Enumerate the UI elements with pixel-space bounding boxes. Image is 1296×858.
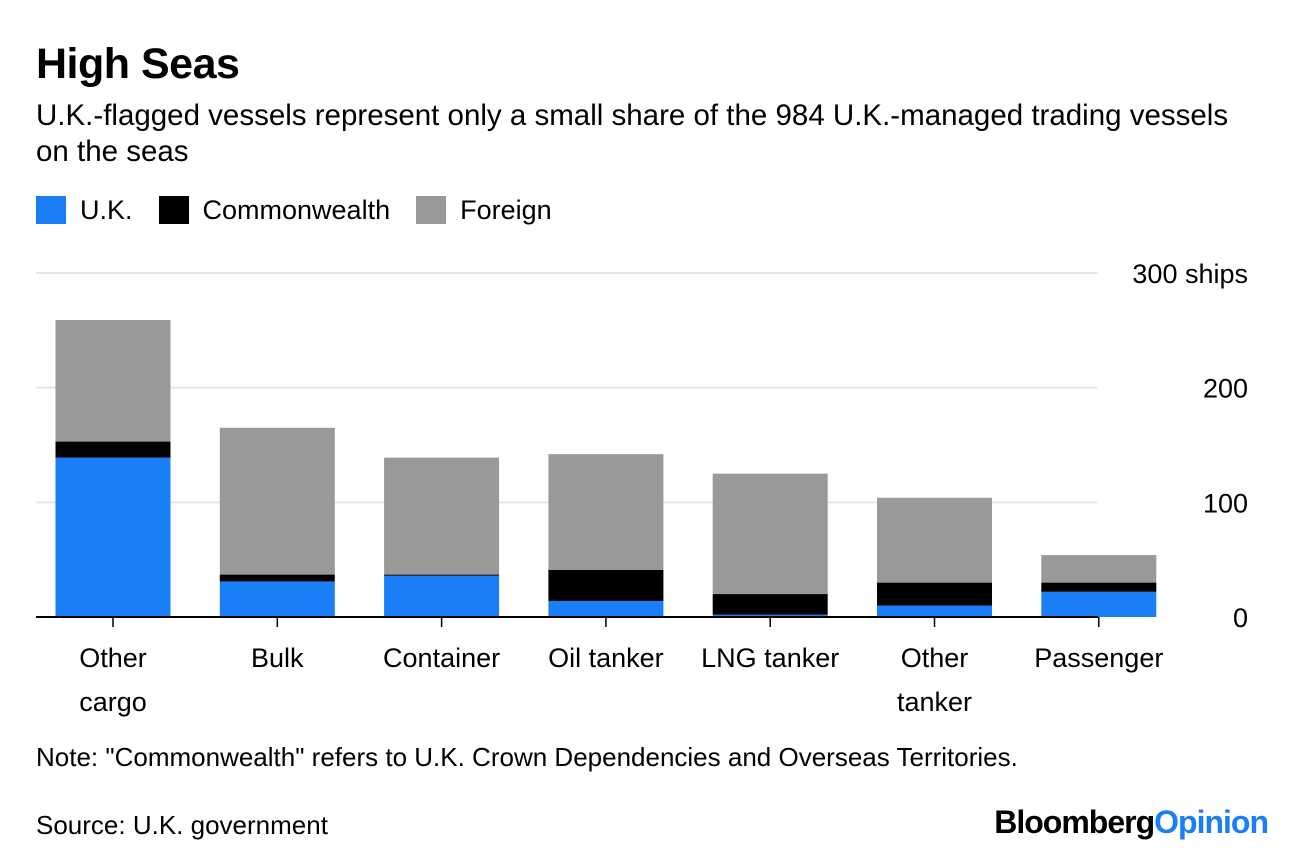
x-tick-label: tanker [897, 687, 972, 717]
bar-u-k- [877, 605, 992, 617]
y-tick-label: 200 [1203, 374, 1248, 404]
bar-foreign [55, 320, 171, 442]
x-tick-label: Container [383, 643, 500, 673]
x-tick-label: Other [79, 643, 147, 673]
chart-note: Note: "Commonwealth" refers to U.K. Crow… [36, 742, 1018, 772]
bar-u-k- [384, 575, 500, 617]
legend-item-foreign: Foreign [416, 195, 552, 226]
bar-foreign [1041, 555, 1157, 583]
bar-foreign [384, 457, 500, 575]
legend-label-uk: U.K. [80, 194, 133, 225]
bar-commonwealth [1041, 582, 1157, 592]
bar-foreign [877, 497, 992, 583]
legend-item-uk: U.K. [36, 195, 133, 226]
x-tick-label: LNG tanker [701, 643, 839, 673]
x-tick-label: Oil tanker [548, 643, 664, 673]
bar-foreign [219, 427, 335, 575]
bar-foreign [548, 454, 664, 570]
bar-commonwealth [219, 574, 335, 582]
bar-commonwealth [548, 569, 664, 601]
x-tick-label: Other [901, 643, 969, 673]
bar-u-k- [55, 457, 171, 617]
x-tick-label: Passenger [1034, 643, 1163, 673]
x-tick-label: cargo [79, 687, 147, 717]
logo-bloomberg: Bloomberg [994, 804, 1155, 840]
legend-swatch-uk [36, 196, 66, 224]
x-tick-label: Bulk [251, 643, 304, 673]
legend-swatch-commonwealth [158, 196, 189, 224]
logo-opinion: Opinion [1154, 804, 1269, 840]
legend: U.K. Commonwealth Foreign [36, 194, 578, 226]
stacked-bar-chart: 0 100 200 300 ships Other cargo Bulk Container O… [36, 259, 1248, 717]
bar-u-k- [1041, 591, 1157, 617]
bar-commonwealth [712, 594, 828, 615]
bar-commonwealth [55, 441, 171, 458]
legend-label-commonwealth: Commonwealth [202, 194, 391, 225]
y-tick-label: 300 ships [1132, 259, 1248, 289]
bloomberg-opinion-logo: BloombergOpinion [994, 804, 1269, 841]
chart-title: High Seas [36, 40, 240, 88]
bar-u-k- [712, 614, 828, 617]
legend-item-commonwealth: Commonwealth [158, 194, 391, 226]
y-tick-label: 100 [1203, 488, 1248, 518]
bar-foreign [712, 473, 828, 595]
y-tick-label: 0 [1233, 603, 1248, 633]
bar-u-k- [548, 600, 664, 617]
legend-label-foreign: Foreign [460, 194, 552, 225]
chart-subtitle: U.K.-flagged vessels represent only a sm… [36, 99, 1229, 168]
bar-u-k- [219, 581, 335, 617]
bar-commonwealth [877, 582, 992, 606]
legend-swatch-foreign [416, 196, 447, 224]
chart-source: Source: U.K. government [36, 810, 328, 840]
bar-commonwealth [384, 574, 500, 576]
